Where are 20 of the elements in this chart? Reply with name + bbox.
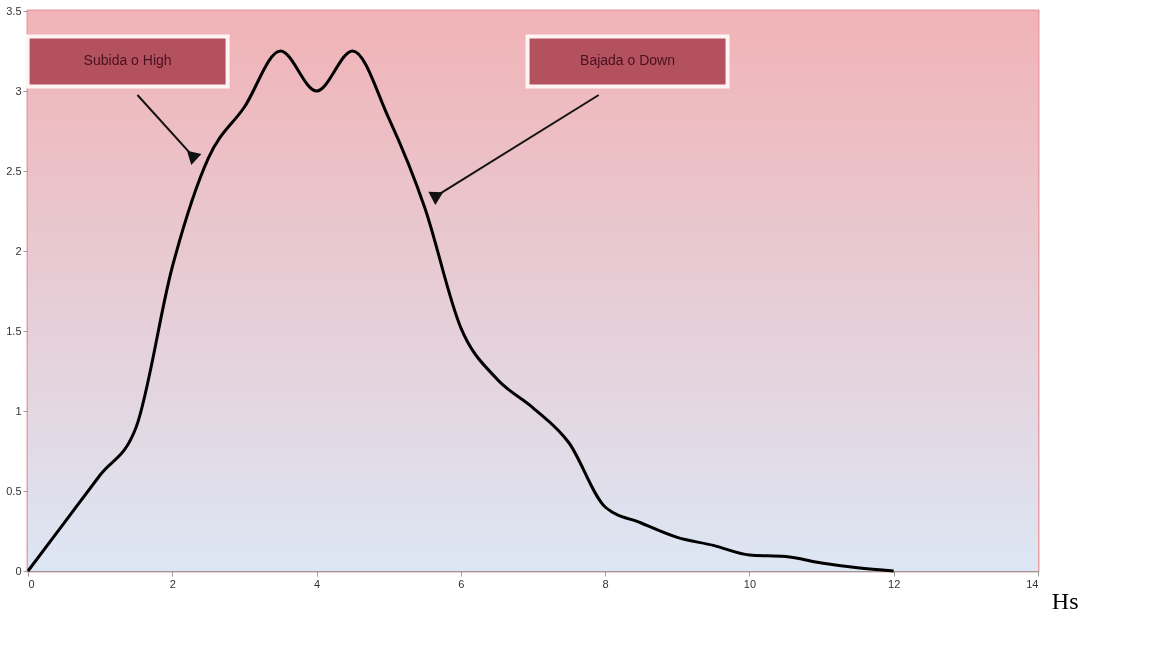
- y-tick-label: 1: [15, 404, 22, 417]
- x-tick-label: 6: [458, 577, 465, 590]
- y-tick-label: 2: [15, 244, 22, 257]
- x-tick-label: 12: [888, 577, 901, 590]
- x-tick-label: 14: [1026, 577, 1039, 590]
- y-tick-label: 2.5: [6, 164, 22, 177]
- line-series: [26, 49, 896, 573]
- x-tick-label: 8: [602, 577, 609, 590]
- y-tick-label: 0.5: [6, 484, 22, 497]
- annotation: Bajada o Down: [580, 52, 676, 69]
- x-tick-label: 0: [28, 577, 35, 590]
- x-axis-title: Hs: [1051, 587, 1079, 614]
- y-tick-label: 1.5: [6, 324, 22, 337]
- annotation: Subida o High: [83, 52, 172, 69]
- y-tick-label: 0: [15, 564, 22, 577]
- x-tick-label: 10: [743, 577, 757, 590]
- x-tick-label: 4: [314, 577, 321, 590]
- x-tick-label: 2: [169, 577, 176, 590]
- y-tick-label: 3.5: [6, 4, 22, 17]
- y-tick-label: 3: [15, 84, 22, 97]
